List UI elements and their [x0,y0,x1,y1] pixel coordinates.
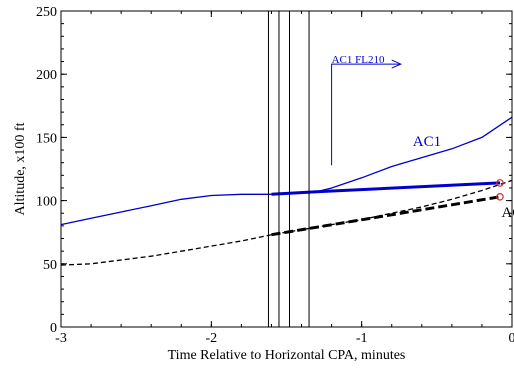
series-line-ac1 [60,116,513,226]
annotation-ac1: AC1 [413,134,441,150]
x-axis-label: Time Relative to Horizontal CPA, minutes [168,348,406,363]
y-axis-label: Altitude, x100 ft [13,122,28,215]
series-line-segment-2 [271,181,501,196]
tick-labels: -3 -2 -1 0 0 50 100 150 200 250 [36,5,514,346]
series-layer [60,116,513,266]
ticks [60,10,513,328]
annotations: AC1 FL210 AC1 AC2 [332,54,514,221]
y-tick-label: 0 [50,321,57,336]
cpa-markers [496,179,504,201]
y-tick-label: 150 [36,131,57,146]
x-tick-label: 0 [509,331,514,346]
annotation-ac1-fl210: AC1 FL210 [332,54,385,66]
y-tick-label: 250 [36,5,57,20]
y-tick-label: 100 [36,195,57,210]
arrow-line [331,63,401,166]
vertical-lines [267,11,310,327]
y-tick-label: 50 [43,258,57,273]
annotation-ac2: AC2 [501,205,514,221]
x-tick-label: -3 [55,331,67,346]
arrow-head [391,59,402,69]
y-tick-label: 200 [36,68,57,83]
series-line-segment-3 [271,195,501,237]
plot-frame [60,10,513,328]
fl210-arrow [331,59,402,166]
x-tick-label: -1 [356,331,368,346]
cpa-marker-0 [496,179,504,187]
cpa-marker-1 [496,193,504,201]
x-tick-label: -2 [205,331,217,346]
